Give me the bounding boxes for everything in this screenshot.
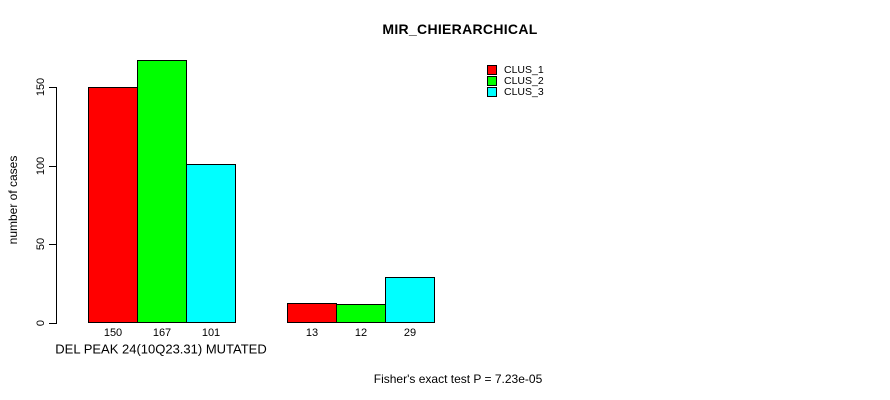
bar-value-label: 13 xyxy=(305,327,319,339)
legend-swatch-icon xyxy=(487,87,497,98)
y-tick-label: 100 xyxy=(35,156,47,176)
fisher-test-annotation: Fisher's exact test P = 7.23e-05 xyxy=(373,372,543,386)
y-tick-label: 50 xyxy=(35,237,47,251)
bar-clus_3-group2 xyxy=(385,277,435,323)
legend-swatch-icon xyxy=(487,75,497,86)
y-tick-mark xyxy=(49,87,56,88)
legend-label: CLUS_1 xyxy=(504,63,544,76)
bar-clus_2-group1 xyxy=(137,60,187,323)
bar-value-label: 29 xyxy=(403,327,417,339)
y-axis-line xyxy=(56,87,57,324)
bar-value-label: 101 xyxy=(201,327,221,339)
legend-item-clus_2: CLUS_2 xyxy=(487,74,544,87)
legend-swatch-icon xyxy=(487,64,497,75)
bar-value-label: 12 xyxy=(354,327,368,339)
bar-clus_3-group1 xyxy=(186,164,236,323)
bar-clus_1-group1 xyxy=(88,87,138,323)
y-tick-label: 0 xyxy=(35,319,47,327)
x-axis-label: DEL PEAK 24(10Q23.31) MUTATED xyxy=(55,341,267,357)
bar-clus_2-group2 xyxy=(336,304,386,323)
y-tick-mark xyxy=(49,166,56,167)
legend: CLUS_1 CLUS_2 CLUS_3 xyxy=(487,64,544,98)
legend-label: CLUS_2 xyxy=(504,74,544,87)
legend-item-clus_1: CLUS_1 xyxy=(487,63,544,76)
legend-item-clus_3: CLUS_3 xyxy=(487,86,544,99)
bar-value-label: 167 xyxy=(152,327,172,339)
y-tick-mark xyxy=(49,323,56,324)
y-tick-label: 150 xyxy=(35,77,47,97)
bar-value-label: 150 xyxy=(103,327,123,339)
legend-label: CLUS_3 xyxy=(504,86,544,99)
bar-clus_1-group2 xyxy=(287,303,337,323)
y-tick-mark xyxy=(49,244,56,245)
chart-title: MIR_CHIERARCHICAL xyxy=(382,21,538,37)
